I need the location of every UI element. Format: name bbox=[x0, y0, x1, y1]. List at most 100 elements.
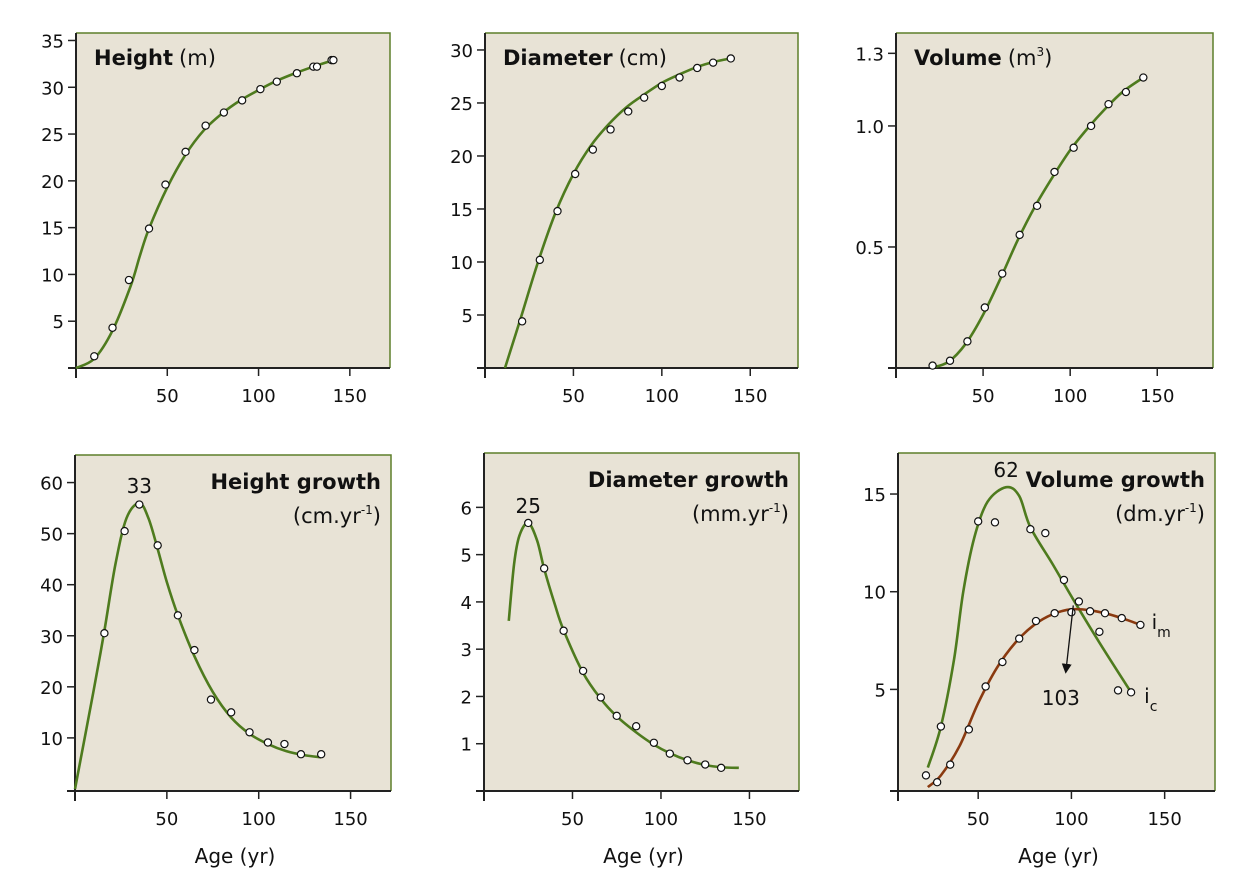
panel-title-unit: (m) bbox=[179, 46, 216, 70]
y-tick-label: 30 bbox=[450, 41, 473, 62]
data-point bbox=[596, 693, 605, 702]
fitted-curve bbox=[926, 485, 1131, 768]
panel-title-unit: (m bbox=[1008, 46, 1037, 70]
data-point bbox=[624, 107, 633, 116]
data-point bbox=[1032, 201, 1042, 211]
data-point bbox=[535, 255, 545, 265]
x-tick-label: 100 bbox=[242, 809, 276, 830]
panel-unit-text: (dm.yr bbox=[1115, 502, 1185, 526]
data-point bbox=[90, 352, 99, 361]
x-tick-label: 100 bbox=[1054, 809, 1088, 830]
y-tick-label: 15 bbox=[863, 485, 886, 506]
panel-title-bold: Diameter bbox=[503, 46, 613, 70]
plot-frame bbox=[896, 32, 1214, 368]
peak-label: 25 bbox=[516, 494, 541, 518]
x-tick-label: 100 bbox=[644, 809, 678, 830]
crossing-arrow bbox=[1061, 605, 1074, 674]
data-point bbox=[1086, 121, 1096, 131]
data-point bbox=[1059, 575, 1069, 585]
y-tick-label: 20 bbox=[41, 172, 64, 193]
data-point bbox=[665, 749, 675, 758]
y-tick-label: 1.3 bbox=[855, 44, 884, 65]
data-point bbox=[657, 81, 667, 91]
data-point bbox=[292, 69, 302, 78]
y-tick-label: 5 bbox=[462, 306, 473, 327]
panel-title-unit: (cm) bbox=[619, 46, 667, 70]
data-point bbox=[1050, 609, 1059, 618]
peak-label: 33 bbox=[127, 474, 152, 498]
data-point bbox=[973, 517, 983, 526]
data-point bbox=[1136, 620, 1145, 630]
data-point bbox=[578, 666, 588, 676]
data-point bbox=[963, 337, 972, 346]
data-point bbox=[1121, 87, 1131, 97]
data-point bbox=[245, 728, 254, 737]
series-label-subscript: c bbox=[1150, 699, 1158, 715]
data-point bbox=[1126, 688, 1136, 697]
panel-unit-superscript: -1 bbox=[1185, 501, 1197, 515]
data-point bbox=[1100, 609, 1110, 618]
x-tick-label: 150 bbox=[333, 386, 367, 407]
y-tick-label: 0.5 bbox=[855, 238, 884, 259]
x-tick-label: 150 bbox=[1147, 809, 1181, 830]
data-point bbox=[693, 63, 702, 73]
plot-frame bbox=[484, 452, 800, 791]
x-tick-label: 150 bbox=[733, 386, 767, 407]
panel-2: 50 100 150 5 10 15 20 25 30 Diameter (cm) bbox=[450, 32, 799, 407]
y-tick-label: 10 bbox=[863, 583, 886, 604]
y-tick-label: 20 bbox=[40, 678, 63, 699]
panel-title-superscript: 3 bbox=[1036, 45, 1044, 59]
y-tick-label: 4 bbox=[461, 593, 472, 614]
data-point bbox=[329, 55, 338, 65]
data-point bbox=[100, 629, 109, 638]
series-label-subscript: m bbox=[1157, 625, 1171, 641]
data-point bbox=[708, 58, 718, 67]
data-point bbox=[683, 756, 692, 765]
data-point bbox=[181, 147, 190, 157]
data-point bbox=[980, 303, 990, 312]
data-point bbox=[190, 645, 199, 655]
panel-title: Height (m) bbox=[94, 46, 216, 70]
data-point bbox=[201, 121, 210, 130]
data-point bbox=[921, 771, 931, 780]
data-point bbox=[964, 725, 974, 734]
plot-frame bbox=[485, 32, 799, 368]
x-tick-label: 100 bbox=[241, 386, 275, 407]
data-point bbox=[517, 317, 527, 326]
panel-title: Volume growth bbox=[1026, 468, 1205, 492]
peak-label: 62 bbox=[993, 458, 1018, 482]
data-point bbox=[1085, 607, 1095, 616]
data-point bbox=[675, 73, 684, 82]
series-label: ic bbox=[1144, 684, 1157, 715]
y-tick-label: 30 bbox=[40, 627, 63, 648]
data-point bbox=[1015, 634, 1024, 643]
data-point bbox=[316, 750, 326, 759]
data-point bbox=[161, 180, 170, 189]
crossing-label: 103 bbox=[1042, 686, 1080, 710]
panel-1: 50 100 150 5 10 15 20 25 30 35 Height (m) bbox=[41, 31, 391, 407]
panel-unit-close: ) bbox=[373, 504, 381, 528]
data-point bbox=[606, 125, 615, 134]
plot-background bbox=[485, 33, 798, 368]
panel-5: 50 100 150 1 2 3 4 5 6 Diameter growth (mm.yr-1) Ag… bbox=[461, 452, 800, 868]
plot-background bbox=[75, 455, 391, 791]
data-point bbox=[612, 711, 621, 721]
data-point bbox=[1139, 73, 1148, 82]
data-point bbox=[312, 62, 322, 71]
plot-background bbox=[896, 33, 1213, 368]
data-point bbox=[639, 93, 649, 102]
data-point bbox=[726, 54, 736, 63]
series-label-main: i bbox=[1144, 684, 1150, 708]
data-point bbox=[272, 77, 282, 86]
data-point bbox=[539, 564, 549, 573]
x-axis-label: Age (yr) bbox=[1018, 844, 1099, 868]
x-tick-label: 50 bbox=[967, 809, 990, 830]
plot-frame bbox=[76, 32, 391, 368]
y-tick-label: 50 bbox=[40, 525, 63, 546]
data-point bbox=[263, 738, 273, 747]
data-point bbox=[1074, 597, 1084, 606]
x-axis-label: Age (yr) bbox=[195, 844, 276, 868]
panel-title: Volume (m3) bbox=[914, 45, 1052, 70]
data-point bbox=[928, 361, 937, 370]
panel-unit: (cm.yr-1) bbox=[293, 503, 381, 528]
